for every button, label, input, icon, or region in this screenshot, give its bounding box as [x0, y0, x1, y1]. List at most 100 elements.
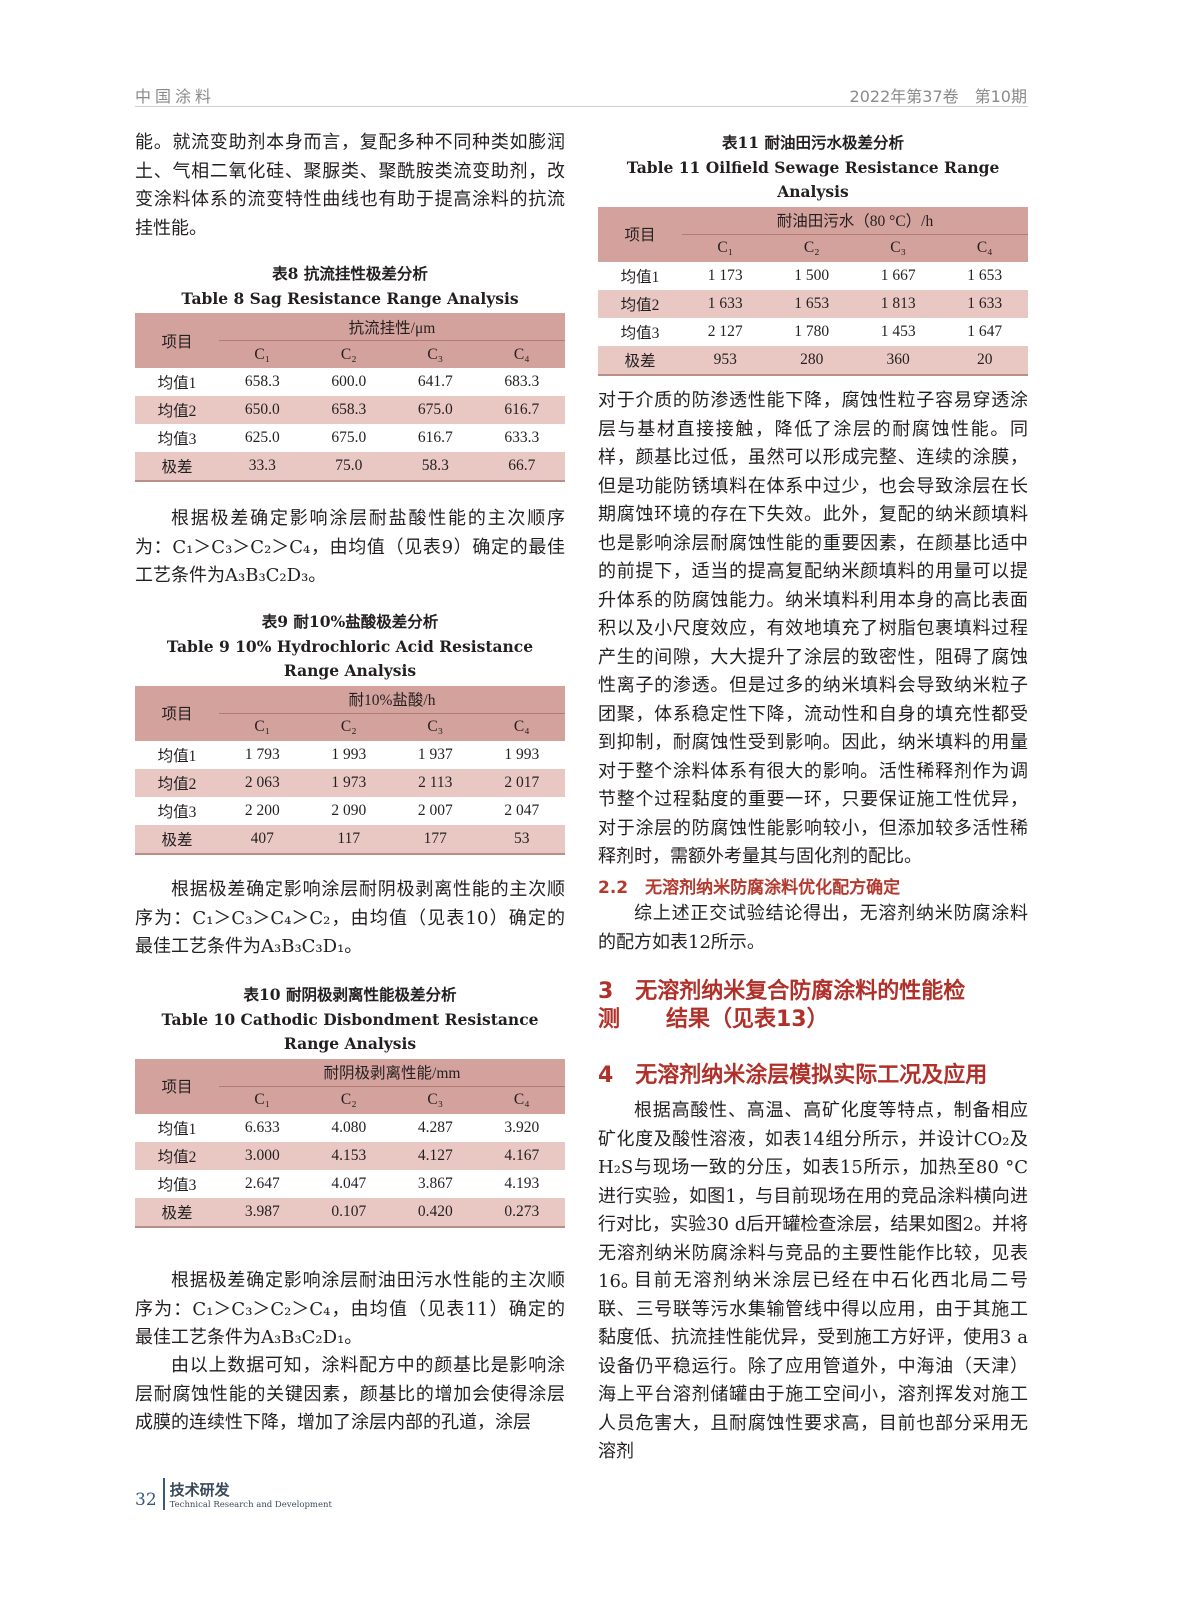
- table-cell: 2 113: [418, 773, 453, 791]
- table-cell: 53: [514, 829, 530, 847]
- table-caption-en: Table 10 Cathodic Disbondment Resistance…: [161, 1009, 539, 1054]
- table-caption-en: Table 11 Oilfield Sewage Resistance Rang…: [626, 157, 1000, 202]
- table-cell: 58.3: [421, 457, 449, 474]
- table-cell: 均值1: [157, 1120, 197, 1138]
- footer-section: 技术研发: [169, 1481, 230, 1499]
- table-cell: 953: [713, 350, 737, 368]
- column-header: C₃: [890, 239, 907, 256]
- table-cell: 1 647: [967, 322, 1003, 340]
- table-row: 均值3 2 127 1 780 1 453 1 647: [598, 318, 1028, 346]
- table-cell: 1 633: [967, 294, 1003, 312]
- column-header: C₁: [254, 718, 271, 735]
- column-group-header: 耐油田污水（80 °C）/h: [682, 206, 1028, 235]
- table-row: 均值1 6.633 4.080 4.287 3.920: [135, 1114, 565, 1142]
- table-row: 均值1 658.3 600.0 641.7 683.3: [135, 368, 565, 396]
- table-cell: 3.987: [244, 1202, 280, 1220]
- table-cell: 66.7: [508, 457, 536, 474]
- table-row: 均值2 2 063 1 973 2 113 2 017: [135, 768, 565, 797]
- column-header: C₁: [254, 345, 271, 363]
- table-cell: 均值2: [157, 403, 197, 420]
- column-group-header: 抗流挂性/μm: [219, 313, 565, 341]
- table-cell: 675.0: [417, 401, 453, 418]
- table-row: 均值1 1 793 1 993 1 937 1 993: [135, 741, 565, 769]
- table-cell: 4.127: [417, 1146, 453, 1164]
- section-heading-4: 4 无溶剂纳米涂层模拟实际工况及应用: [598, 1063, 988, 1088]
- issue-info: 2022年第37卷 第10期: [849, 87, 1027, 106]
- section-heading-2-2: 2.2 无溶剂纳米防腐涂料优化配方确定: [598, 878, 901, 898]
- table-row: 极差 33.3 75.0 58.3 66.7: [135, 452, 565, 481]
- column-header-item: 项目: [161, 1079, 193, 1096]
- table-cell: 2 090: [331, 801, 367, 819]
- table-cell: 均值3: [620, 324, 660, 342]
- table-cell: 4.193: [504, 1174, 540, 1192]
- column-group-header: 耐10%盐酸/h: [219, 685, 565, 714]
- table-cell: 4.167: [504, 1146, 540, 1164]
- table-cell: 均值1: [157, 747, 197, 765]
- table-cell: 177: [423, 829, 447, 847]
- table-cell: 1 993: [504, 745, 540, 763]
- table-cell: 均值2: [157, 1148, 197, 1166]
- table-cell: 2.647: [244, 1174, 280, 1192]
- paragraph: 目前无溶剂纳米涂层已经在中石化西北局二号联、三号联等污水集输管线中得以应用，由于…: [598, 1270, 1028, 1462]
- table-cell: 极差: [161, 1204, 193, 1222]
- column-header: C₂: [340, 345, 357, 363]
- table-row: 均值3 2.647 4.047 3.867 4.193: [135, 1170, 565, 1198]
- table-cell: 2 063: [244, 773, 280, 791]
- table-cell: 1 937: [417, 745, 453, 763]
- table-row: 均值2 650.0 658.3 675.0 616.7: [135, 396, 565, 424]
- table-cell: 1 993: [331, 745, 367, 763]
- table-cell: 2 017: [504, 773, 540, 791]
- column-header: C₂: [803, 239, 820, 256]
- table-cell: 407: [250, 829, 274, 847]
- paragraph: 根据极差确定影响涂层耐阴极剥离性能的主次顺序为：C₁＞C₃＞C₄＞C₂，由均值（…: [135, 879, 565, 957]
- table-cell: 683.3: [504, 373, 540, 390]
- table-cell: 2 200: [244, 801, 280, 819]
- table-caption-en: Table 8 Sag Resistance Range Analysis: [181, 288, 519, 308]
- column-header: C₂: [340, 1091, 357, 1108]
- table-row: 极差 3.987 0.107 0.420 0.273: [135, 1197, 565, 1227]
- column-header-item: 项目: [161, 333, 193, 351]
- table-cell: 极差: [161, 831, 193, 849]
- table-cell: 4.080: [331, 1118, 367, 1136]
- column-header: C₄: [513, 1091, 530, 1108]
- table-cell: 1 667: [880, 266, 916, 284]
- paragraph: 根据极差确定影响涂层耐盐酸性能的主次顺序为：C₁＞C₃＞C₂＞C₄，由均值（见表…: [135, 508, 565, 586]
- table-cell: 均值1: [157, 375, 197, 392]
- table-cell: 均值3: [157, 431, 197, 448]
- table-cell: 1 780: [794, 322, 830, 340]
- page-number: 32: [135, 1490, 157, 1510]
- table-row: 极差 407 117 177 53: [135, 824, 565, 854]
- table-cell: 1 453: [880, 322, 916, 340]
- table-cell: 33.3: [248, 457, 276, 474]
- paragraph: 根据极差确定影响涂层耐油田污水性能的主次顺序为：C₁＞C₃＞C₂＞C₄，由均值（…: [135, 1270, 565, 1348]
- table-cell: 1 653: [794, 294, 830, 312]
- table-cell: 3.000: [244, 1146, 280, 1164]
- table-cell: 117: [337, 829, 361, 847]
- table-8: 表8 抗流挂性极差分析 Table 8 Sag Resistance Range…: [135, 262, 565, 482]
- table-caption-cn: 表10 耐阴极剥离性能极差分析: [243, 985, 457, 1004]
- column-header-item: 项目: [161, 706, 193, 723]
- table-cell: 675.0: [331, 429, 367, 446]
- data-table: 项目 抗流挂性/μm C₁ C₂ C₃ C₄ 均值1 658.3 600.0 641.7 683.…: [135, 313, 565, 482]
- table-cell: 75.0: [335, 457, 363, 474]
- table-cell: 0.420: [417, 1202, 453, 1220]
- table-cell: 6.633: [244, 1118, 280, 1136]
- table-cell: 3.867: [417, 1174, 453, 1192]
- table-cell: 极差: [624, 352, 656, 370]
- footer-section-en: Technical Research and Development: [169, 1500, 332, 1510]
- paragraph: 综上述正交试验结论得出，无溶剂纳米防腐涂料的配方如表12所示。: [598, 903, 1028, 953]
- table-row: 均值3 625.0 675.0 616.7 633.3: [135, 424, 565, 452]
- journal-name: 中国涂料: [135, 87, 216, 106]
- table-cell: 1 653: [967, 266, 1003, 284]
- table-cell: 1 500: [794, 266, 830, 284]
- column-header: C₃: [427, 1091, 444, 1108]
- table-cell: 0.273: [504, 1202, 540, 1220]
- table-row: 均值3 2 200 2 090 2 007 2 047: [135, 797, 565, 825]
- table-cell: 1 793: [244, 745, 280, 763]
- table-row: 极差 953 280 360 20: [598, 345, 1028, 375]
- table-10: 表10 耐阴极剥离性能极差分析 Table 10 Cathodic Disbon…: [135, 983, 565, 1228]
- table-cell: 658.3: [331, 401, 367, 418]
- table-cell: 均值1: [620, 268, 660, 286]
- table-cell: 20: [976, 350, 993, 368]
- table-cell: 633.3: [504, 429, 540, 446]
